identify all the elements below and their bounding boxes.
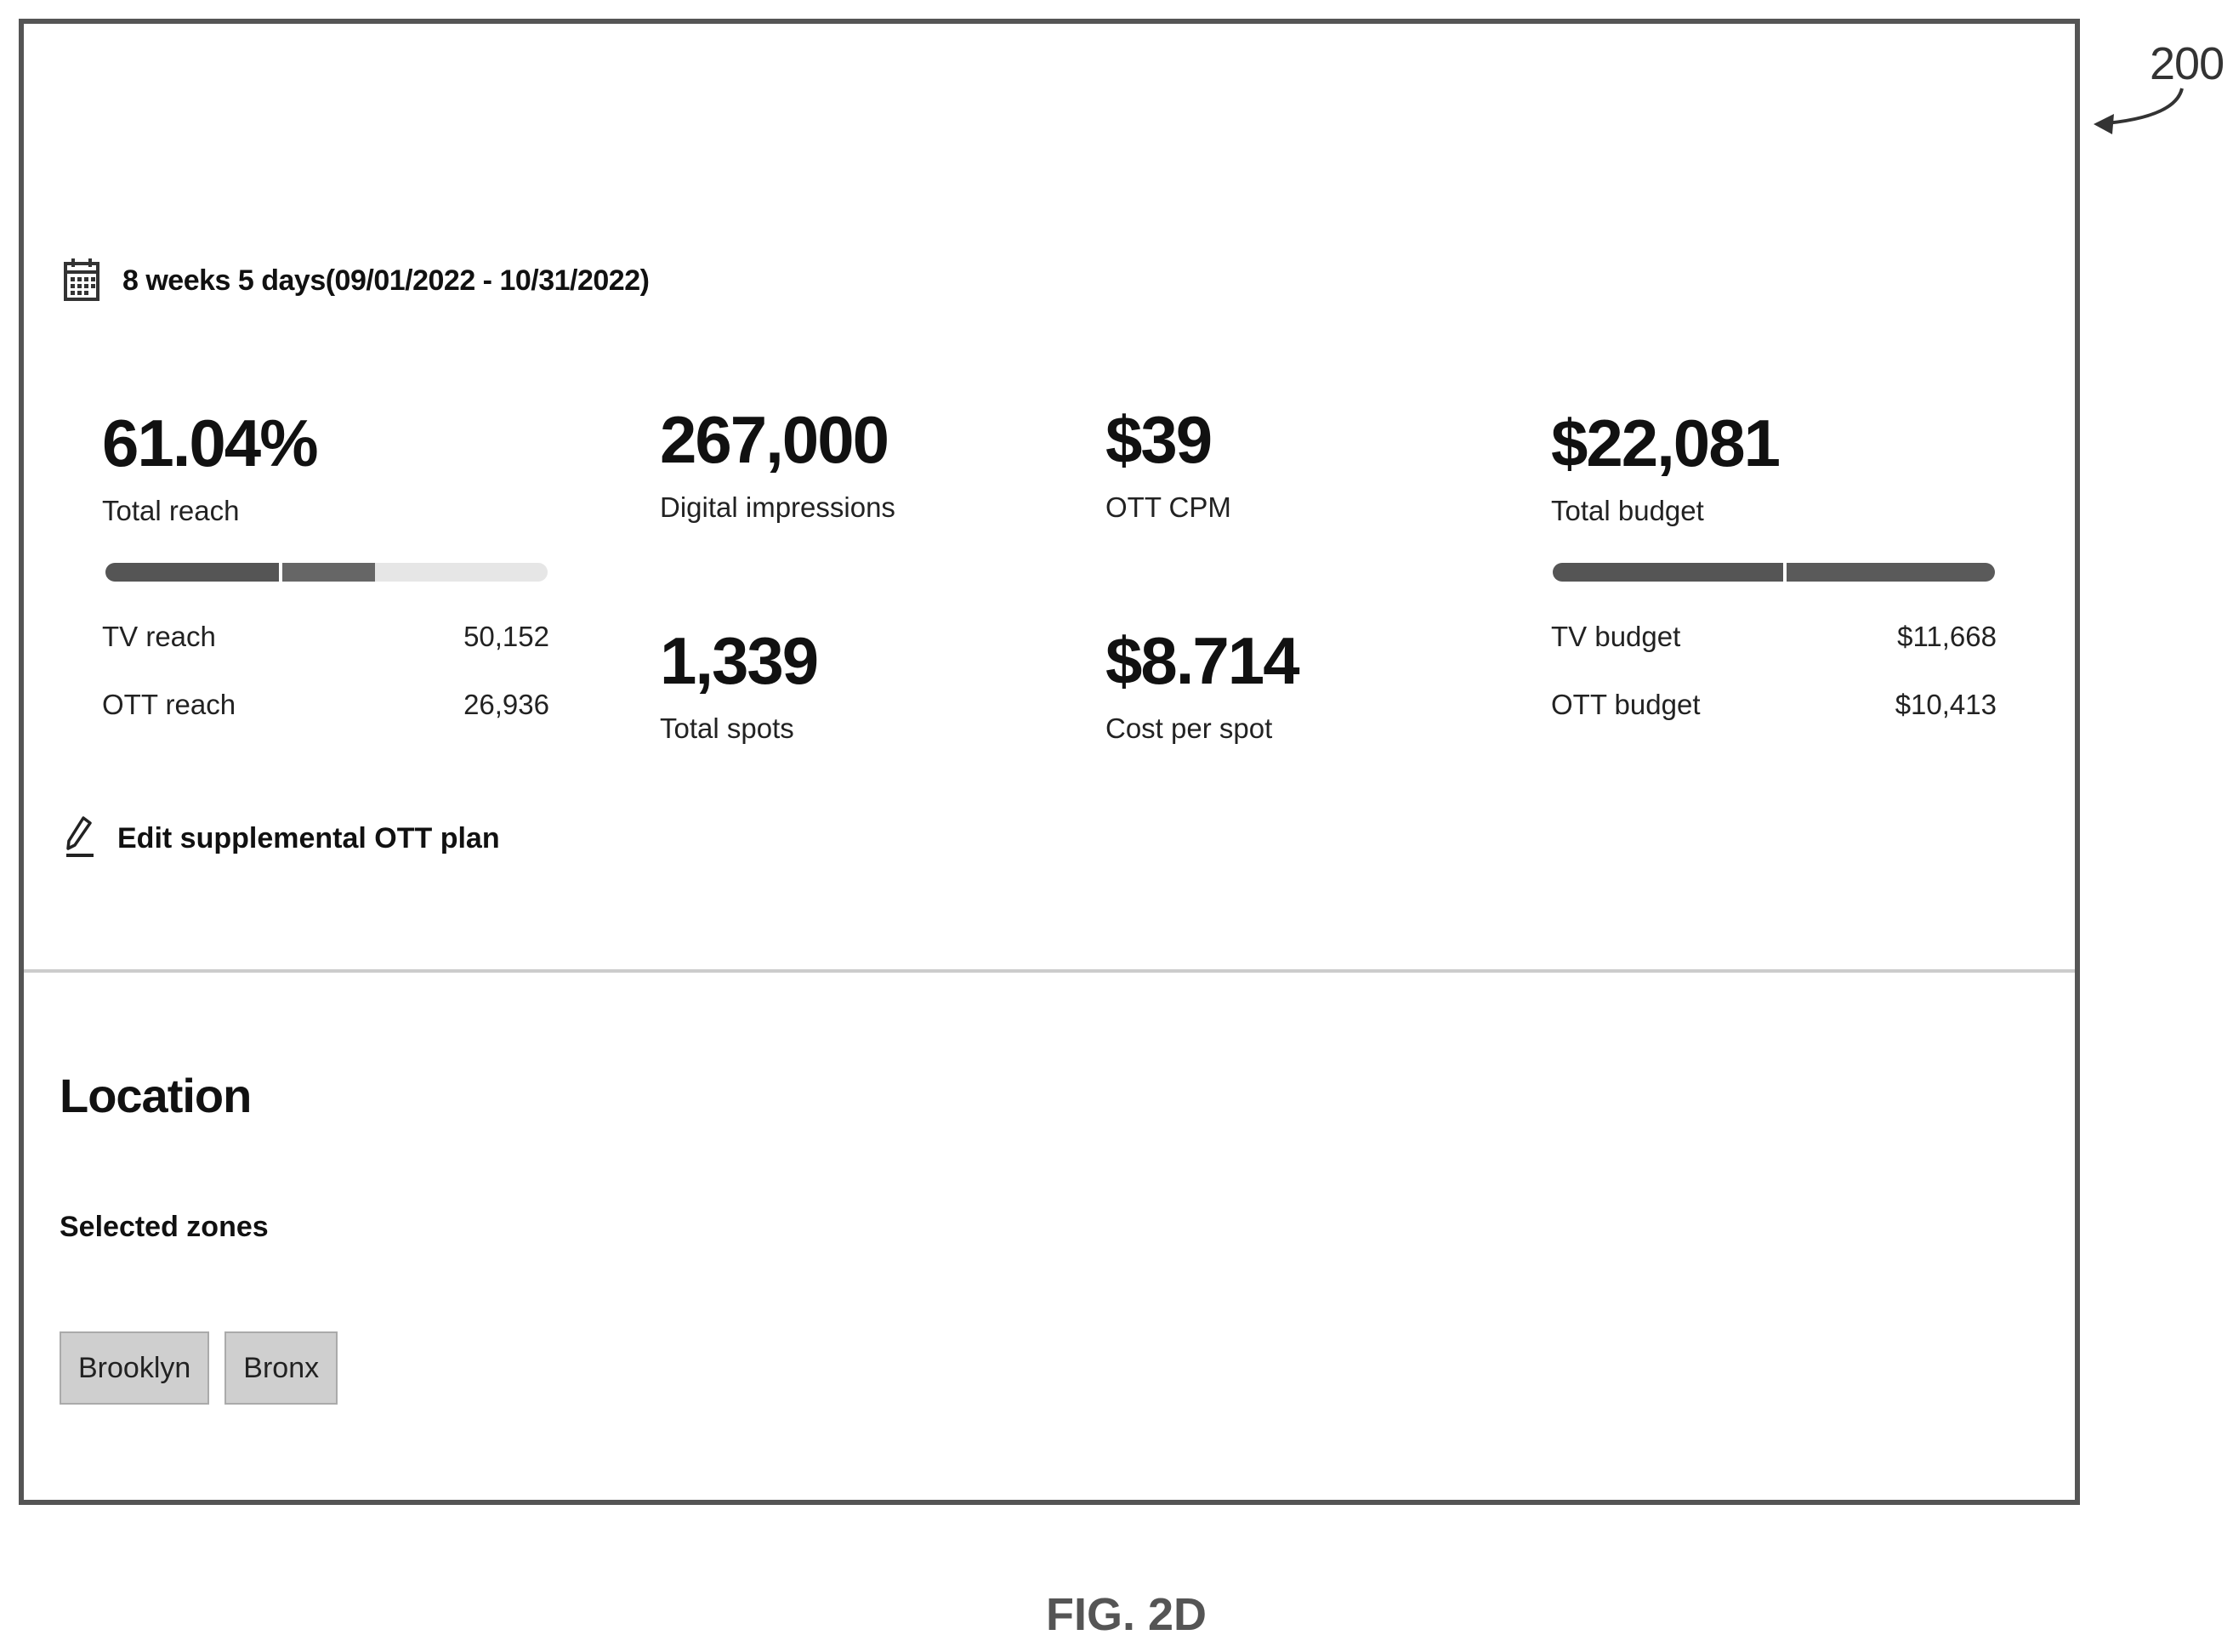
cost-per-spot-value: $8.714 [1105, 623, 1300, 698]
edit-plan-label: Edit supplemental OTT plan [117, 822, 500, 854]
date-range-row: 8 weeks 5 days(09/01/2022 - 10/31/2022) [63, 255, 650, 307]
reach-bar-tv-segment [105, 563, 282, 582]
budget-progress-bar [1553, 563, 1995, 582]
total-spots-label: Total spots [660, 712, 794, 744]
pencil-icon [63, 815, 97, 863]
tv-reach-label: TV reach [102, 621, 216, 652]
ott-budget-label: OTT budget [1551, 689, 1701, 720]
selected-zones-list: Brooklyn Bronx [60, 1331, 338, 1405]
total-budget-value: $22,081 [1551, 406, 1781, 480]
cost-per-spot-label: Cost per spot [1105, 712, 1273, 744]
metric-digital-impressions: 267,000 Digital impressions [660, 406, 895, 524]
ott-reach-value: 26,936 [463, 689, 549, 720]
reach-bar-remaining-segment [375, 563, 548, 582]
ref-200-leader-arrow [2096, 88, 2184, 126]
reach-bar-ott-segment [282, 563, 376, 582]
tv-budget-value: $11,668 [1897, 621, 1997, 652]
ott-reach-row: OTT reach 26,936 [102, 689, 549, 721]
ott-budget-value: $10,413 [1895, 689, 1997, 720]
calendar-icon [63, 255, 100, 307]
section-divider [24, 969, 2075, 973]
total-reach-value: 61.04% [102, 406, 319, 480]
digital-impressions-value: 267,000 [660, 402, 889, 477]
location-heading: Location [60, 1069, 252, 1122]
metric-cost-per-spot: $8.714 Cost per spot [1105, 623, 1300, 745]
reference-numeral-200: 200 [2150, 38, 2224, 89]
ott-cpm-value: $39 [1105, 402, 1213, 477]
metric-total-budget: $22,081 Total budget [1551, 406, 1781, 527]
tv-budget-label: TV budget [1551, 621, 1681, 652]
reach-progress-bar [105, 563, 548, 582]
total-reach-label: Total reach [102, 495, 240, 526]
ref-200-arrowhead [2094, 114, 2114, 134]
budget-bar-tv-segment [1553, 563, 1787, 582]
tv-budget-row: TV budget $11,668 [1551, 621, 1997, 653]
budget-bar-ott-segment [1786, 563, 1995, 582]
metric-ott-cpm: $39 OTT CPM [1105, 406, 1231, 524]
digital-impressions-label: Digital impressions [660, 491, 895, 523]
metric-total-reach: 61.04% Total reach [102, 406, 319, 527]
total-spots-value: 1,339 [660, 623, 819, 698]
tv-reach-row: TV reach 50,152 [102, 621, 549, 653]
ott-budget-row: OTT budget $10,413 [1551, 689, 1997, 721]
ott-cpm-label: OTT CPM [1105, 491, 1231, 523]
zone-chip-bronx[interactable]: Bronx [224, 1331, 338, 1405]
selected-zones-heading: Selected zones [60, 1211, 269, 1243]
tv-reach-value: 50,152 [463, 621, 549, 652]
ott-reach-label: OTT reach [102, 689, 236, 720]
metric-total-spots: 1,339 Total spots [660, 623, 819, 745]
zone-chip-brooklyn[interactable]: Brooklyn [60, 1331, 210, 1405]
figure-caption: FIG. 2D [1046, 1589, 1207, 1640]
edit-supplemental-ott-plan-link[interactable]: Edit supplemental OTT plan [63, 815, 500, 863]
dashboard-frame [19, 19, 2080, 1505]
date-range-text: 8 weeks 5 days(09/01/2022 - 10/31/2022) [122, 264, 650, 297]
total-budget-label: Total budget [1551, 495, 1704, 526]
